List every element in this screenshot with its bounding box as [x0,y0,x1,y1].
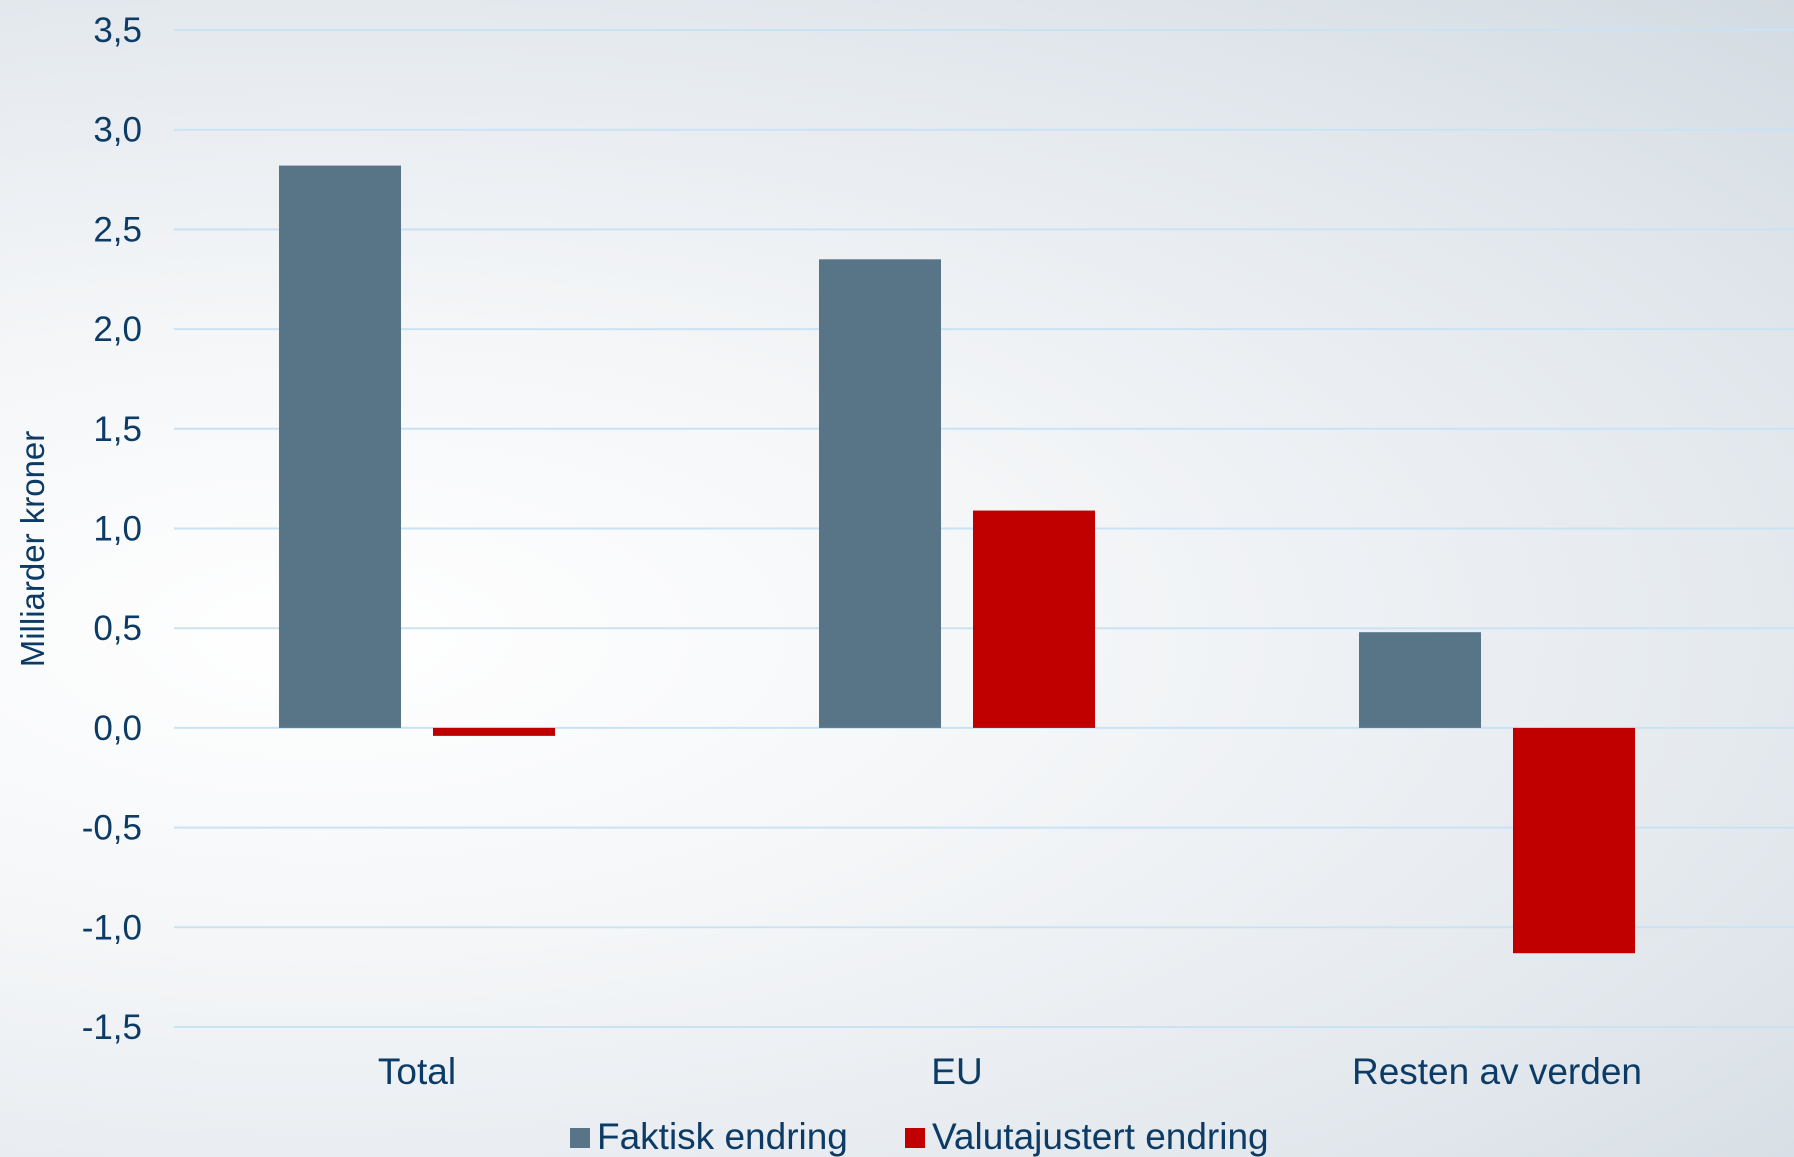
legend-label: Faktisk endring [597,1116,848,1157]
legend-swatch [905,1128,925,1148]
y-tick-label: 0,5 [93,609,142,648]
y-tick-label: 3,5 [93,11,142,50]
y-tick-label: 2,5 [93,210,142,249]
bar-resten-av-verden-faktisk [1359,632,1481,728]
bar-resten-av-verden-valutajustert [1513,727,1635,954]
bar-eu-faktisk [819,259,941,728]
legend-item-faktisk[interactable]: Faktisk endring [570,1116,848,1157]
y-tick-label: 2,0 [93,310,142,349]
legend-item-valutajustert[interactable]: Valutajustert endring [905,1116,1269,1157]
legend[interactable]: Faktisk endring Valutajustert endring [570,1116,1269,1157]
bar-total-faktisk [279,165,401,728]
x-category-label: Resten av verden [1352,1051,1642,1092]
y-tick-label: 0,0 [93,709,142,748]
y-tick-label: -0,5 [82,809,142,848]
y-tick-label: 1,5 [93,410,142,449]
y-axis-label: Milliarder kroner [14,431,51,668]
bar-total-valutajustert [433,727,555,736]
x-axis-categories: Total EU Resten av verden [378,1051,1642,1092]
legend-swatch [570,1128,590,1148]
legend-label: Valutajustert endring [932,1116,1269,1157]
y-tick-label: -1,5 [82,1008,142,1047]
y-tick-label: -1,0 [82,908,142,947]
x-category-label: EU [931,1051,982,1092]
bar-eu-valutajustert [973,510,1095,728]
y-tick-label: 1,0 [93,510,142,549]
bars [279,165,1635,954]
y-tick-label: 3,0 [93,111,142,150]
y-axis-ticks: -1,5 -1,0 -0,5 0,0 0,5 1,0 1,5 2,0 2,5 3,0 3,5 [82,11,142,1047]
x-category-label: Total [378,1051,456,1092]
